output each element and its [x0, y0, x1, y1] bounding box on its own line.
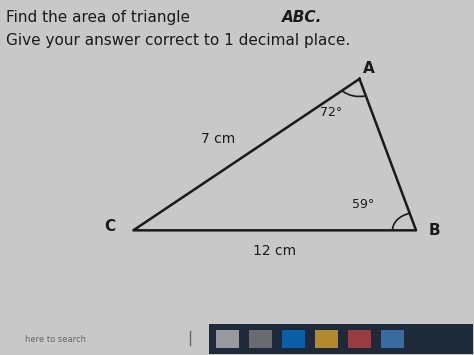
Bar — [381, 330, 404, 348]
Bar — [348, 330, 371, 348]
Text: 12 cm: 12 cm — [253, 245, 296, 258]
Text: 59°: 59° — [352, 198, 374, 211]
Text: B: B — [429, 223, 441, 238]
Text: ABC.: ABC. — [282, 10, 322, 25]
Bar — [249, 330, 273, 348]
Text: C: C — [104, 219, 115, 234]
Text: A: A — [363, 61, 375, 76]
Text: 7 cm: 7 cm — [201, 132, 235, 146]
Text: 72°: 72° — [320, 106, 342, 119]
Bar — [315, 330, 338, 348]
Bar — [216, 330, 239, 348]
Text: Find the area of triangle: Find the area of triangle — [6, 10, 195, 25]
Bar — [209, 324, 473, 354]
Text: Give your answer correct to 1 decimal place.: Give your answer correct to 1 decimal pl… — [6, 33, 350, 48]
Bar — [282, 330, 305, 348]
Text: here to search: here to search — [25, 335, 86, 344]
